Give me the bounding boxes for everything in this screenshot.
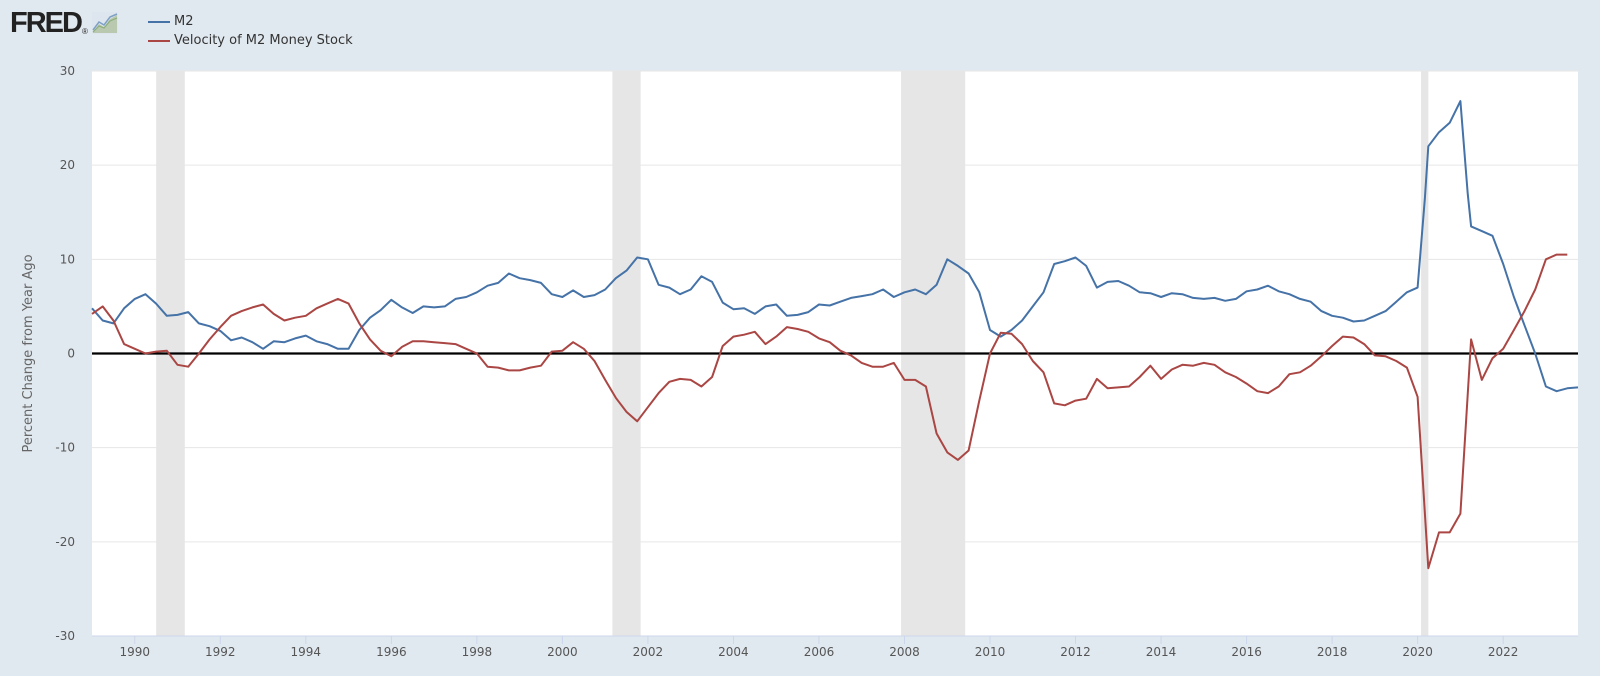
x-tick-label: 2008 <box>889 645 920 659</box>
series-line-m2[interactable] <box>91 100 1579 393</box>
chart-legend: M2 Velocity of M2 Money Stock <box>148 12 353 50</box>
legend-label-velocity: Velocity of M2 Money Stock <box>174 33 353 48</box>
x-tick-label: 2016 <box>1231 645 1262 659</box>
x-tick-label: 1998 <box>462 645 493 659</box>
x-tick-label: 2000 <box>547 645 578 659</box>
legend-label-m2: M2 <box>174 14 194 29</box>
x-tick-label: 2014 <box>1146 645 1177 659</box>
legend-swatch-m2 <box>148 20 170 23</box>
y-tick-label: 10 <box>60 252 75 266</box>
y-tick-label: 30 <box>60 64 75 78</box>
legend-item-m2[interactable]: M2 <box>148 12 353 31</box>
series-lines <box>91 100 1579 570</box>
x-tick-label: 1992 <box>205 645 236 659</box>
y-tick-label: -10 <box>55 441 75 455</box>
x-tick-label: 1994 <box>291 645 322 659</box>
chart-header: FRED ® M2 Velocity of M2 Money Stock <box>0 0 1600 60</box>
x-tick-label: 2012 <box>1060 645 1091 659</box>
y-axis-title: Percent Change from Year Ago <box>21 254 36 452</box>
x-tick-label: 1990 <box>119 645 150 659</box>
x-tick-label: 2002 <box>633 645 664 659</box>
y-tick-label: 20 <box>60 158 75 172</box>
line-chart-icon <box>91 12 118 34</box>
series-line-velocity[interactable] <box>91 253 1568 570</box>
x-tick-label: 2006 <box>804 645 835 659</box>
x-tick-label: 2018 <box>1317 645 1348 659</box>
legend-swatch-velocity <box>148 39 170 42</box>
x-tick-label: 2010 <box>975 645 1006 659</box>
x-tick-label: 2020 <box>1402 645 1433 659</box>
y-axis-ticks: 30 20 10 0 -10 -20 -30 <box>55 64 75 643</box>
x-tick-label: 2004 <box>718 645 749 659</box>
y-tick-label: -30 <box>55 629 75 643</box>
y-tick-label: 0 <box>67 347 75 361</box>
x-tick-label: 1996 <box>376 645 407 659</box>
logo-text: FRED <box>10 7 83 39</box>
x-tick-label: 2022 <box>1488 645 1519 659</box>
y-tick-label: -20 <box>55 535 75 549</box>
registered-mark: ® <box>81 26 88 36</box>
fred-logo[interactable]: FRED ® <box>10 3 118 43</box>
legend-item-velocity[interactable]: Velocity of M2 Money Stock <box>148 31 353 50</box>
x-axis-ticks: 1990 1992 1994 1996 1998 2000 2002 2004 2006 2008… <box>92 635 1578 659</box>
